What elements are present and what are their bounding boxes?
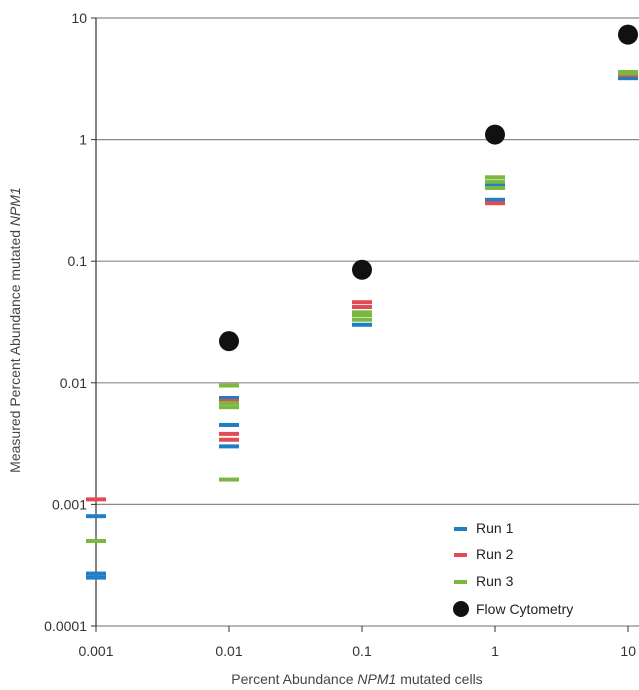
point-run-2-6: [485, 201, 505, 206]
point-run-1-0: [86, 571, 106, 576]
legend-item-run-1: Run 1: [454, 520, 514, 536]
point-flow-cytometry-3: [618, 24, 638, 45]
axis-ticks: 0.0001 0.001 0.01 0.1 1 10 0.001 0.01 0.1 1 10: [44, 10, 636, 659]
point-run-1-2: [86, 514, 106, 519]
point-run-3-5: [352, 317, 372, 322]
point-run-1-6: [352, 322, 372, 327]
point-run-1-9: [618, 76, 638, 81]
point-run-1-7: [485, 197, 505, 202]
legend: Run 1 Run 2 Run 3 Flow Cytometry: [453, 520, 573, 617]
x-tick-label-3: 1: [491, 643, 499, 659]
legend-label-run-2: Run 2: [476, 546, 514, 562]
legend-item-run-2: Run 2: [454, 546, 514, 562]
legend-swatch-run-1: [454, 527, 467, 531]
point-run-1-1: [86, 575, 106, 580]
point-run-1-8: [485, 182, 505, 187]
y-tick-label-3: 0.1: [68, 253, 88, 269]
point-run-3-6: [352, 313, 372, 318]
legend-label-flow-cytometry: Flow Cytometry: [476, 601, 573, 617]
x-tick-label-0: 0.001: [78, 643, 113, 659]
y-tick-label-1: 0.001: [52, 496, 87, 512]
y-tick-label-0: 0.0001: [44, 618, 87, 634]
legend-item-flow-cytometry: Flow Cytometry: [453, 601, 573, 617]
point-run-3-12: [618, 69, 638, 74]
data-marks: [86, 24, 638, 580]
x-tick-label-2: 0.1: [352, 643, 372, 659]
point-flow-cytometry-0: [219, 331, 239, 352]
point-run-2-3: [219, 398, 239, 403]
point-run-3-1: [219, 477, 239, 482]
point-run-3-4: [219, 383, 239, 388]
point-run-2-0: [86, 497, 106, 502]
y-axis-title: Measured Percent Abundance mutated NPM1: [7, 187, 23, 473]
point-run-2-5: [352, 305, 372, 310]
legend-label-run-3: Run 3: [476, 573, 514, 589]
point-run-3-0: [86, 539, 106, 544]
point-run-1-5: [219, 395, 239, 400]
legend-item-run-3: Run 3: [454, 573, 514, 589]
point-flow-cytometry-1: [352, 259, 372, 280]
point-flow-cytometry-2: [485, 124, 505, 145]
x-tick-label-1: 0.01: [215, 643, 242, 659]
x-tick-label-4: 10: [620, 643, 636, 659]
y-tick-label-2: 0.01: [60, 375, 87, 391]
point-run-1-4: [219, 422, 239, 427]
legend-marker-flow-cytometry: [453, 601, 469, 617]
point-run-1-3: [219, 444, 239, 449]
legend-swatch-run-3: [454, 580, 467, 584]
x-axis-title: Percent Abundance NPM1 mutated cells: [231, 671, 482, 687]
legend-label-run-1: Run 1: [476, 520, 514, 536]
point-run-3-8: [485, 179, 505, 184]
point-run-2-4: [352, 300, 372, 305]
point-run-3-7: [352, 310, 372, 315]
point-run-3-9: [485, 175, 505, 180]
point-run-3-3: [219, 401, 239, 406]
y-tick-label-5: 10: [71, 10, 87, 26]
point-run-3-10: [485, 185, 505, 190]
legend-swatch-run-2: [454, 553, 467, 557]
y-tick-label-4: 1: [79, 132, 87, 148]
grid-lines: [96, 17, 639, 627]
point-run-2-2: [219, 431, 239, 436]
point-run-3-2: [219, 405, 239, 410]
point-run-2-1: [219, 437, 239, 442]
